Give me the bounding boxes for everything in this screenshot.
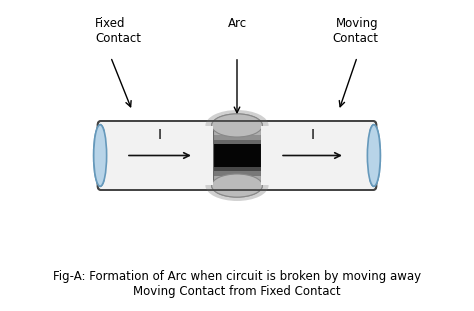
Text: I: I [158, 128, 162, 142]
Ellipse shape [367, 125, 380, 186]
Bar [213, 130, 261, 136]
Text: Fig-A: Formation of Arc when circuit is broken by moving away
Moving Contact fro: Fig-A: Formation of Arc when circuit is … [53, 270, 421, 298]
Bar [213, 125, 261, 186]
Bar [213, 151, 261, 156]
Bar [213, 136, 261, 141]
Text: Fixed
Contact: Fixed Contact [95, 17, 141, 45]
Bar [213, 125, 261, 186]
Bar [213, 160, 261, 165]
Bar [213, 144, 261, 167]
Ellipse shape [211, 114, 263, 137]
Bar [213, 141, 261, 146]
Bar [213, 165, 261, 170]
Ellipse shape [367, 125, 380, 186]
Ellipse shape [94, 125, 107, 186]
Bar [213, 181, 261, 186]
Ellipse shape [205, 110, 269, 141]
Text: Arc: Arc [228, 17, 246, 30]
Ellipse shape [211, 174, 263, 197]
Bar [105, 126, 213, 185]
Bar [213, 156, 261, 160]
Ellipse shape [211, 114, 263, 137]
Bar [261, 126, 369, 185]
Text: I: I [310, 128, 315, 142]
Ellipse shape [211, 174, 263, 197]
FancyBboxPatch shape [98, 121, 376, 190]
Bar [213, 170, 261, 175]
Text: Moving
Contact: Moving Contact [333, 17, 379, 45]
Bar [213, 125, 261, 130]
Bar [213, 175, 261, 181]
Ellipse shape [205, 170, 269, 201]
Ellipse shape [94, 125, 107, 186]
Bar [213, 146, 261, 151]
